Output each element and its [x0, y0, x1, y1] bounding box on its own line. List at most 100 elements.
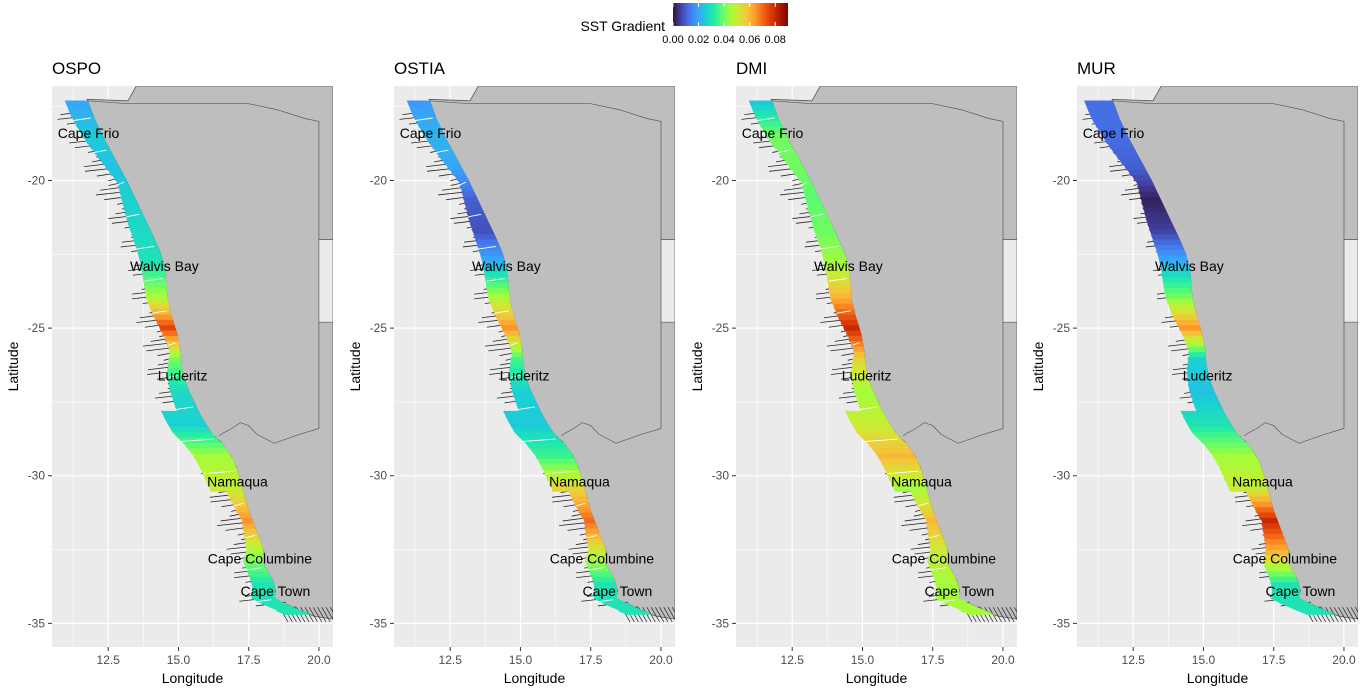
- sst-gradient-cell: [928, 566, 953, 573]
- sst-gradient-cell: [495, 314, 516, 321]
- sst-gradient-cell: [1191, 432, 1242, 439]
- sst-gradient-strip: [748, 100, 994, 616]
- sst-gradient-cell: [852, 384, 873, 391]
- sst-gradient-cell: [775, 148, 797, 155]
- sst-gradient-cell: [844, 410, 886, 417]
- sst-gradient-cell: [1211, 453, 1259, 460]
- sst-gradient-cell: [516, 405, 541, 412]
- sst-gradient-cell: [810, 218, 832, 225]
- y-tick-label: -35: [370, 616, 388, 630]
- sst-gradient-cell: [1115, 154, 1141, 160]
- sst-gradient-cell: [1185, 421, 1234, 428]
- sst-gradient-cell: [164, 335, 179, 342]
- y-tick-label: -20: [712, 173, 730, 187]
- sst-gradient-cell: [1251, 501, 1273, 508]
- x-tick-label: 12.5: [97, 653, 121, 667]
- sst-gradient-cell: [854, 394, 878, 401]
- place-label-namaqua: Namaqua: [207, 474, 268, 490]
- sst-gradient-cell: [829, 293, 852, 300]
- sst-gradient-cell: [1196, 437, 1248, 444]
- sst-gradient-cell: [129, 228, 153, 235]
- sst-gradient-cell: [817, 239, 842, 246]
- sst-gradient-cell: [1123, 164, 1147, 171]
- sst-gradient-cell: [1180, 410, 1227, 417]
- sst-gradient-cell: [586, 566, 611, 573]
- sst-gradient-cell: [510, 357, 524, 364]
- sst-gradient-cell: [815, 234, 840, 241]
- sst-gradient-cell: [187, 448, 231, 455]
- panel-title: OSTIA: [394, 59, 446, 78]
- sst-gradient-cell: [574, 501, 590, 508]
- y-tick-label: -25: [370, 321, 388, 335]
- sst-gradient-cell: [169, 426, 212, 433]
- sst-gradient-cell: [158, 325, 177, 332]
- y-tick-label: -30: [28, 469, 46, 483]
- sst-gradient-cell: [153, 314, 174, 321]
- x-tick-label: 17.5: [921, 653, 945, 667]
- sst-gradient-cell: [1084, 100, 1116, 107]
- off-land-area: [660, 239, 675, 323]
- sst-gradient-cell: [144, 287, 168, 294]
- sst-gradient-cell: [459, 186, 475, 192]
- sst-gradient-cell: [910, 491, 929, 498]
- sst-gradient-cell: [446, 164, 464, 171]
- sst-gradient-cell: [783, 159, 803, 166]
- land-border: [560, 321, 675, 444]
- sst-gradient-cell: [1165, 293, 1193, 300]
- sst-gradient-cell: [1257, 512, 1277, 519]
- sst-gradient-cell: [529, 448, 573, 455]
- sst-gradient-cell: [413, 116, 439, 123]
- sst-gradient-cell: [485, 282, 509, 289]
- sst-gradient-cell: [168, 384, 189, 391]
- x-axis-title: Longitude: [1187, 670, 1249, 686]
- sst-gradient-cell: [1168, 303, 1196, 310]
- legend-ticks: 0.00 0.02 0.04 0.06 0.08: [662, 3, 786, 46]
- sst-gradient-cell: [1107, 143, 1135, 150]
- place-label-namaqua: Namaqua: [891, 474, 952, 490]
- sst-gradient-cell: [124, 212, 146, 219]
- sst-gradient-cell: [240, 517, 254, 524]
- place-label-luderitz: Luderitz: [1183, 367, 1233, 383]
- sst-gradient-cell: [465, 207, 485, 214]
- sst-gradient-cell: [1248, 496, 1272, 503]
- panel-axes: 12.5 15.0 17.5 20.0 -20 -25 -30 -35 Longitude Lat…: [1030, 173, 1356, 686]
- sst-gradient-cell: [853, 389, 876, 396]
- place-label-luderitz: Luderitz: [158, 367, 208, 383]
- sst-gradient-cell: [1254, 507, 1275, 514]
- land-border: [429, 100, 675, 240]
- place-label-cape-town: Cape Town: [240, 583, 310, 599]
- sst-gradient-cell: [172, 432, 217, 439]
- place-label-namaqua: Namaqua: [549, 474, 610, 490]
- sst-gradient-cell: [842, 325, 861, 332]
- sst-gradient-cell: [146, 298, 169, 305]
- sst-gradient-cell: [867, 442, 911, 449]
- sst-gradient-cell: [108, 170, 125, 176]
- sst-gradient-cell: [568, 491, 587, 498]
- sst-gradient-cell: [827, 282, 851, 289]
- sst-gradient-cell: [244, 566, 269, 573]
- sst-gradient-cell: [753, 111, 778, 118]
- sst-gradient-cell: [525, 442, 569, 449]
- sst-gradient-cell: [243, 533, 260, 540]
- sst-gradient-cell: [918, 507, 934, 514]
- legend-tick-label: 0.04: [713, 34, 734, 46]
- place-label-cape-columbine: Cape Columbine: [550, 550, 654, 566]
- sst-gradient-cell: [1170, 309, 1197, 316]
- sst-gradient-cell: [1143, 212, 1171, 219]
- sst-gradient-cell: [242, 528, 258, 535]
- sst-gradient-cell: [71, 116, 97, 123]
- x-tick-label: 20.0: [991, 653, 1015, 667]
- place-label-walvis-bay: Walvis Bay: [130, 258, 199, 274]
- legend-title: SST Gradient: [580, 18, 665, 34]
- sst-gradient-cell: [856, 400, 881, 407]
- sst-gradient-cell: [1263, 566, 1294, 573]
- sst-gradient-cell: [1088, 111, 1119, 118]
- sst-gradient-cell: [441, 159, 461, 166]
- place-label-namaqua: Namaqua: [1232, 474, 1293, 490]
- sst-gradient-cell: [1145, 218, 1173, 225]
- sst-gradient-cell: [576, 507, 592, 514]
- sst-gradient-cell: [1119, 159, 1144, 166]
- sst-gradient-cell: [591, 576, 616, 583]
- x-axis-title: Longitude: [162, 670, 224, 686]
- sst-gradient-cell: [1166, 298, 1194, 305]
